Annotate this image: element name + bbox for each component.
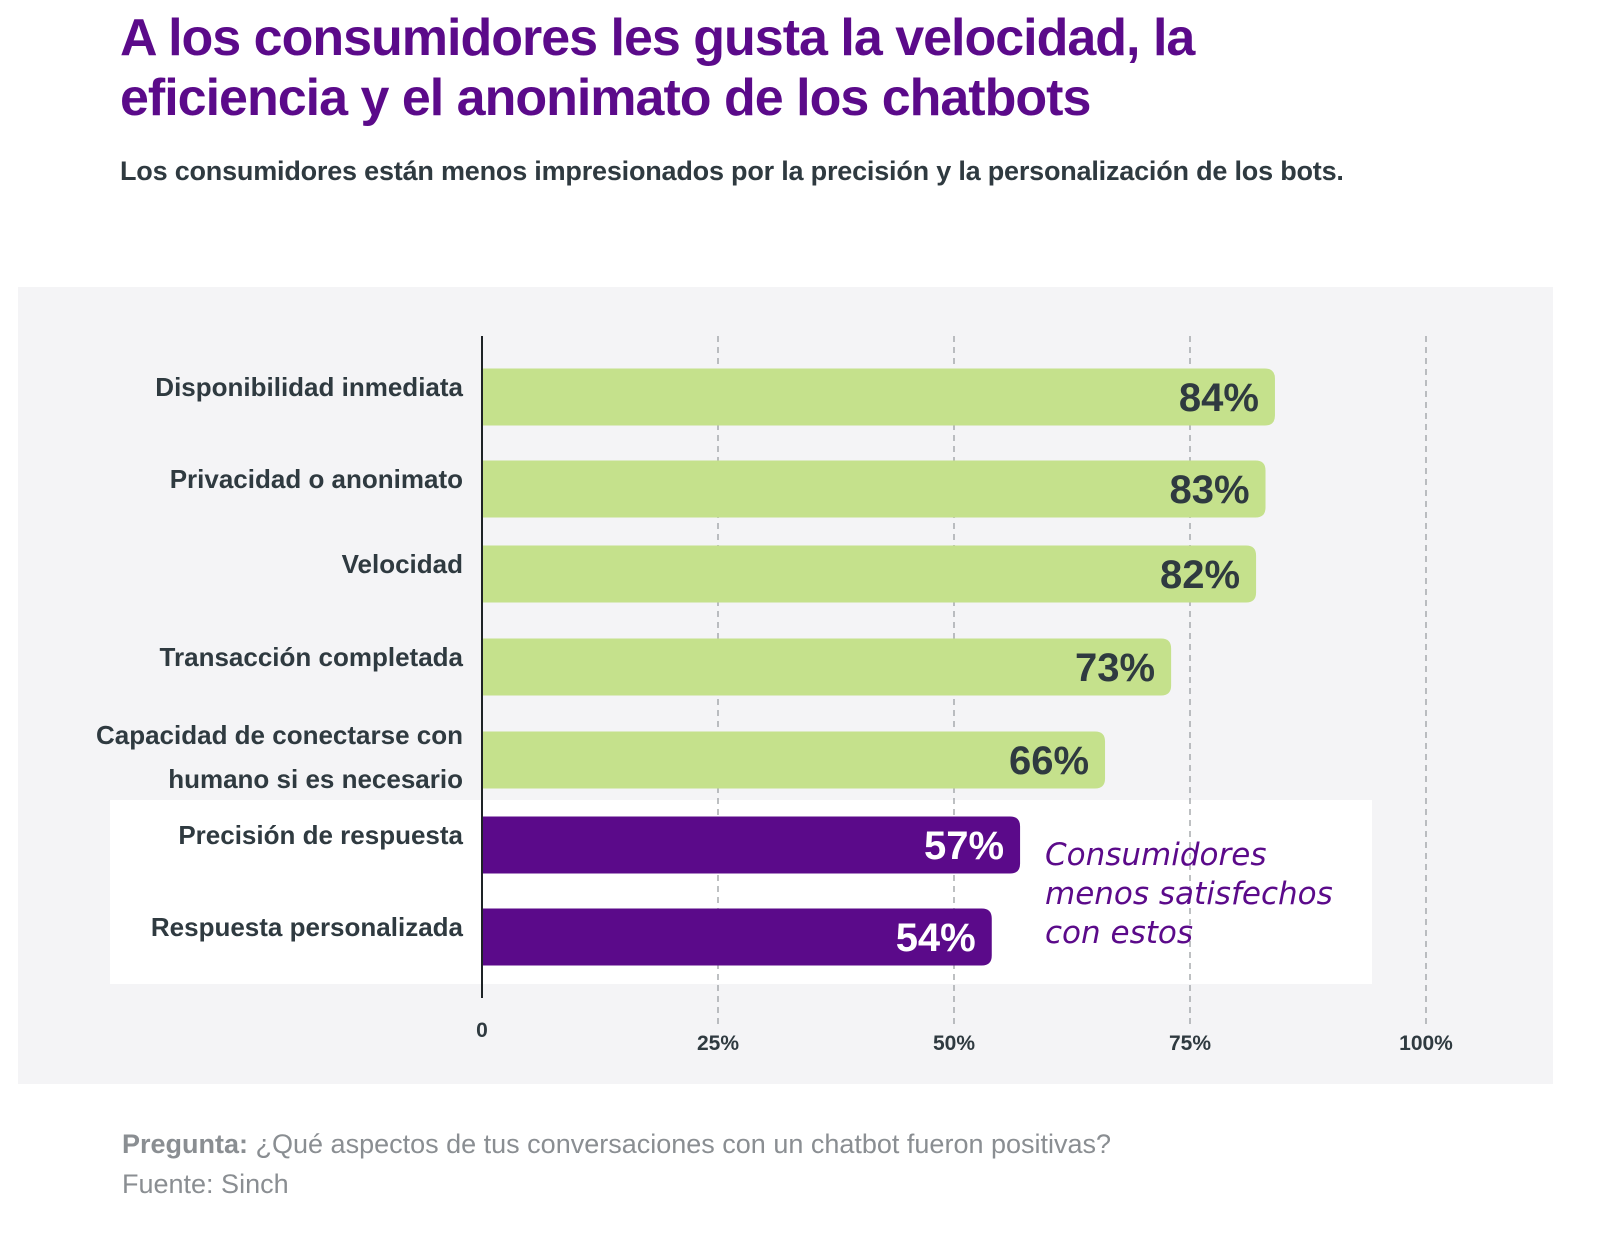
category-label: Transacción completada [160, 642, 464, 672]
category-label: humano si es necesario [168, 764, 463, 794]
bar-value-label: 66% [1009, 739, 1089, 783]
bar [482, 731, 1106, 789]
annotation-line-3: con estos [1045, 915, 1194, 951]
source-text: Fuente: Sinch [122, 1169, 289, 1199]
x-tick-label: 75% [1169, 1032, 1211, 1055]
chart-title: A los consumidores les gusta la velocida… [120, 8, 1420, 128]
chart-subtitle: Los consumidores están menos impresionad… [120, 156, 1344, 186]
category-label: Respuesta personalizada [151, 912, 464, 942]
category-label: Privacidad o anonimato [170, 464, 463, 494]
x-tick-label: 50% [933, 1032, 975, 1055]
bar [482, 638, 1172, 696]
annotation-line-1: Consumidores [1045, 837, 1267, 873]
category-labels: Disponibilidad inmediata Privacidad o ano… [96, 372, 464, 942]
question-label: Pregunta: [122, 1129, 249, 1159]
x-tick-label: 25% [697, 1032, 739, 1055]
bar-value-label: 57% [924, 824, 1004, 868]
category-label: Velocidad [342, 549, 463, 579]
bar [482, 545, 1257, 603]
bars: 84% 83% 82% 73% 66%57% 54% [482, 368, 1275, 966]
bar-value-label: 82% [1160, 553, 1240, 597]
annotation-text: Consumidores menos satisfechos con estos [1045, 836, 1333, 953]
bar-value-label: 54% [896, 916, 976, 960]
bar [482, 816, 1021, 874]
bar-value-label: 83% [1169, 468, 1249, 512]
bar [482, 908, 992, 966]
category-label: Disponibilidad inmediata [155, 372, 463, 402]
bar-value-label: 73% [1075, 646, 1155, 690]
question-line: Pregunta: ¿Qué aspectos de tus conversac… [122, 1124, 1111, 1164]
chart-footer: Pregunta: ¿Qué aspectos de tus conversac… [122, 1124, 1111, 1204]
category-label: Capacidad de conectarse con [96, 720, 463, 750]
question-text: ¿Qué aspectos de tus conversaciones con … [255, 1129, 1112, 1159]
chart-title-line-2: eficiencia y el anonimato de los chatbot… [120, 69, 1091, 127]
bar [482, 368, 1275, 426]
x-tick-label: 100% [1399, 1032, 1453, 1055]
bar-value-label: 84% [1179, 376, 1259, 420]
annotation-line-2: menos satisfechos [1045, 876, 1333, 912]
chart-title-line-1: A los consumidores les gusta la velocida… [120, 9, 1195, 67]
category-label: Precisión de respuesta [178, 820, 463, 850]
bar [482, 460, 1266, 518]
x-axis-ticks: 0 25% 50% 75% 100% [476, 1019, 1453, 1055]
x-tick-label: 0 [476, 1019, 488, 1042]
